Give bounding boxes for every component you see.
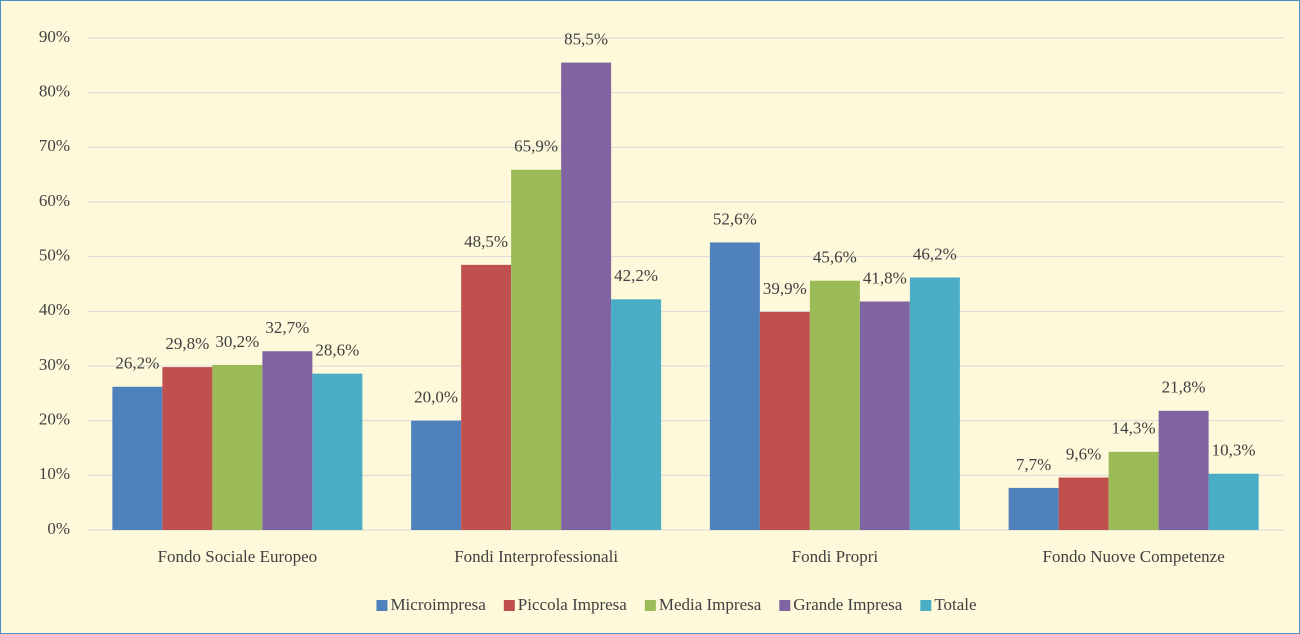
legend-swatch [920, 600, 932, 611]
data-label: 46,2% [913, 244, 957, 263]
x-tick-label: Fondi Propri [792, 547, 879, 566]
data-label: 65,9% [514, 137, 558, 156]
bar [1208, 473, 1259, 530]
data-label: 39,9% [763, 279, 807, 298]
y-tick-label: 60% [39, 191, 70, 210]
data-label: 30,2% [215, 332, 259, 351]
bar [312, 373, 363, 530]
data-label: 42,2% [614, 266, 658, 285]
legend-swatch [644, 600, 656, 611]
legend-label: Microimpresa [390, 595, 486, 614]
y-tick-label: 30% [39, 355, 70, 374]
y-tick-label: 0% [47, 519, 70, 538]
bar [511, 169, 562, 530]
data-label: 14,3% [1112, 419, 1156, 438]
bar [709, 242, 760, 530]
y-tick-label: 90% [39, 27, 70, 46]
bar [1058, 477, 1109, 530]
legend-label: Grande Impresa [793, 595, 902, 614]
data-label: 32,7% [265, 318, 309, 337]
data-label: 48,5% [464, 232, 508, 251]
bar [859, 301, 910, 530]
data-label: 9,6% [1066, 444, 1101, 463]
y-tick-label: 40% [39, 300, 70, 319]
legend-swatch [376, 600, 388, 611]
data-label: 10,3% [1212, 441, 1256, 460]
bar [1158, 410, 1209, 530]
bar [1108, 451, 1159, 530]
data-label: 26,2% [115, 354, 159, 373]
legend-label: Piccola Impresa [518, 595, 627, 614]
legend-label: Media Impresa [659, 595, 762, 614]
data-label: 20,0% [414, 388, 458, 407]
bar [461, 264, 512, 530]
x-tick-label: Fondi Interprofessionali [454, 547, 618, 566]
bar [759, 311, 810, 530]
legend-label: Totale [934, 595, 976, 614]
bar [411, 420, 462, 530]
bar [212, 364, 263, 530]
y-tick-label: 80% [39, 82, 70, 101]
bar [561, 62, 612, 530]
legend-swatch [779, 600, 791, 611]
data-label: 28,6% [315, 341, 359, 360]
data-label: 41,8% [863, 268, 907, 287]
legend-swatch [503, 600, 515, 611]
bar [909, 277, 960, 530]
x-tick-label: Fondo Sociale Europeo [158, 547, 318, 566]
bar [262, 351, 313, 530]
data-label: 52,6% [713, 209, 757, 228]
data-label: 21,8% [1162, 378, 1206, 397]
y-tick-label: 20% [39, 410, 70, 429]
bar [112, 386, 163, 530]
y-tick-label: 50% [39, 246, 70, 265]
bar [1008, 487, 1059, 530]
data-label: 7,7% [1016, 455, 1051, 474]
x-tick-label: Fondo Nuove Competenze [1043, 547, 1225, 566]
bar [162, 367, 213, 530]
bar [809, 280, 860, 530]
data-label: 29,8% [165, 334, 209, 353]
data-label: 85,5% [564, 30, 608, 49]
y-tick-label: 10% [39, 464, 70, 483]
y-tick-label: 70% [39, 136, 70, 155]
bar [611, 299, 662, 530]
data-label: 45,6% [813, 248, 857, 267]
